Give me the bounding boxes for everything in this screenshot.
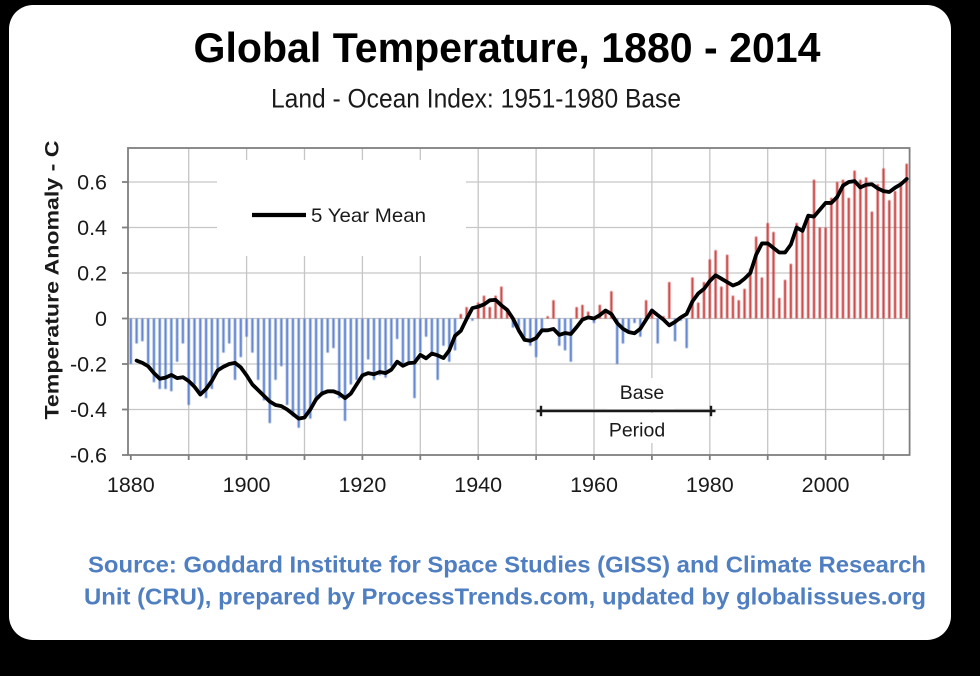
svg-text:0.4: 0.4: [77, 216, 107, 240]
svg-text:5 Year Mean: 5 Year Mean: [311, 205, 426, 227]
svg-text:Global Temperature, 1880 - 201: Global Temperature, 1880 - 2014: [194, 24, 822, 71]
svg-text:1880: 1880: [107, 473, 155, 497]
svg-text:2000: 2000: [802, 473, 850, 497]
svg-text:1980: 1980: [686, 473, 734, 497]
svg-text:-0.2: -0.2: [70, 353, 107, 377]
svg-text:1920: 1920: [338, 473, 386, 497]
svg-text:Period: Period: [609, 420, 665, 442]
svg-text:Source: Goddard Institute for: Source: Goddard Institute for Space Stud…: [88, 552, 926, 578]
svg-text:Temperature Anomaly - C: Temperature Anomaly - C: [42, 141, 64, 420]
svg-text:Land - Ocean Index: 1951-1980: Land - Ocean Index: 1951-1980 Base: [271, 84, 681, 114]
svg-text:0.2: 0.2: [77, 262, 107, 286]
svg-text:0: 0: [95, 307, 107, 331]
svg-text:Base: Base: [620, 382, 664, 404]
svg-text:1940: 1940: [454, 473, 502, 497]
svg-text:-0.6: -0.6: [70, 444, 107, 468]
svg-text:1900: 1900: [223, 473, 271, 497]
svg-text:-0.4: -0.4: [70, 398, 107, 422]
svg-text:0.6: 0.6: [77, 171, 107, 195]
svg-text:1960: 1960: [570, 473, 618, 497]
svg-text:Unit (CRU), prepared by Proces: Unit (CRU), prepared by ProcessTrends.co…: [84, 584, 926, 610]
